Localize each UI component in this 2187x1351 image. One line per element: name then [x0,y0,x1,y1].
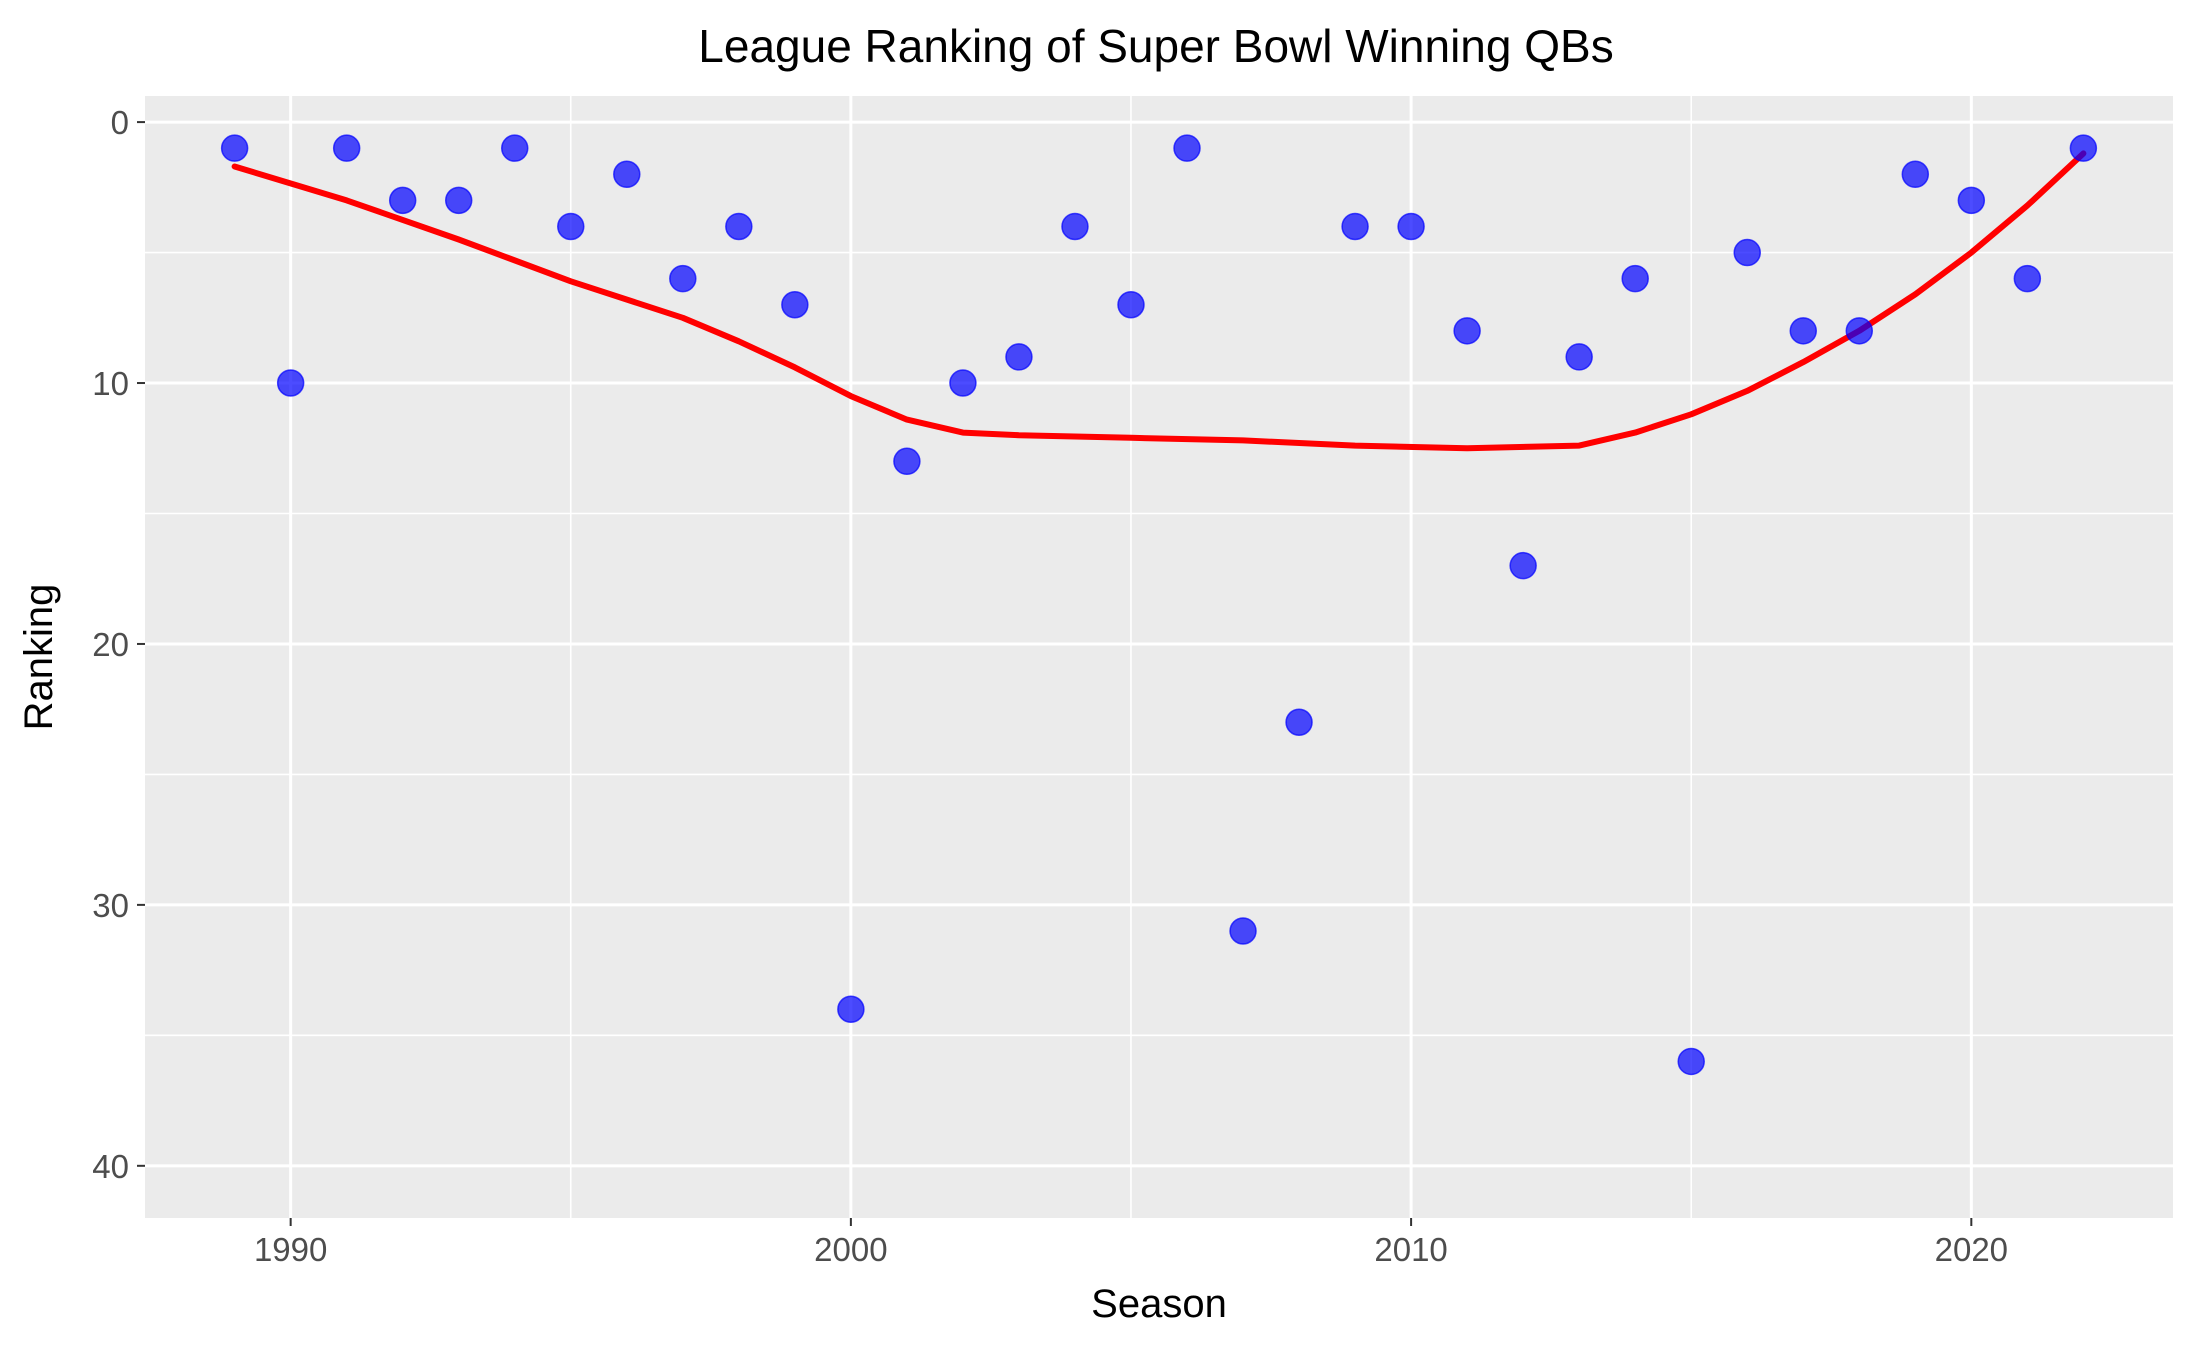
data-point [613,160,641,189]
scatter-points [220,134,2098,1076]
data-point [332,134,361,162]
data-point [1285,708,1313,736]
data-point [1789,317,1818,345]
data-point [781,290,809,319]
x-tick-label: 1990 [254,1231,327,1268]
data-point [1677,1047,1705,1076]
y-tick-label: 20 [92,626,129,663]
data-point [557,212,585,241]
y-axis-title: Ranking [17,584,61,731]
y-tick-label: 30 [92,887,129,924]
y-tick-label: 40 [92,1148,129,1185]
y-tick-label: 10 [92,365,129,402]
data-point [1173,134,1201,162]
data-point [1229,917,1257,945]
data-point [1341,212,1369,241]
chart-title: League Ranking of Super Bowl Winning QBs [698,20,1613,72]
data-point [276,369,305,397]
data-point [1733,238,1761,267]
data-point [893,447,921,476]
data-point [1509,551,1537,580]
data-point [1005,343,1033,371]
data-point [1621,264,1649,293]
x-axis-title: Season [1091,1282,1227,1326]
data-point [2013,264,2042,293]
data-point [837,995,865,1024]
x-tick-label: 2010 [1374,1231,1447,1268]
data-point [220,134,249,162]
data-point [725,212,753,241]
data-point [2069,134,2098,162]
y-tick-label: 0 [111,104,129,141]
data-point [388,186,417,215]
data-point [500,134,529,162]
plot-panel [145,96,2173,1218]
x-tick-label: 2000 [814,1231,887,1268]
data-point [1901,160,1930,189]
data-point [1061,212,1089,241]
minor-gridlines [145,96,2173,1218]
data-point [1397,212,1425,241]
data-point [669,264,697,293]
x-tick-label: 2020 [1935,1231,2008,1268]
data-point [1957,186,1986,215]
data-point [1845,317,1874,345]
data-point [949,369,977,397]
data-point [1117,290,1145,319]
data-point [444,186,473,215]
data-point [1453,317,1481,345]
y-axis-ticks: 0 10 20 30 40 [92,104,145,1185]
data-point [1565,343,1593,371]
x-axis-ticks: 1990 2000 2010 2020 [254,1218,2008,1268]
major-gridlines [145,96,2173,1218]
